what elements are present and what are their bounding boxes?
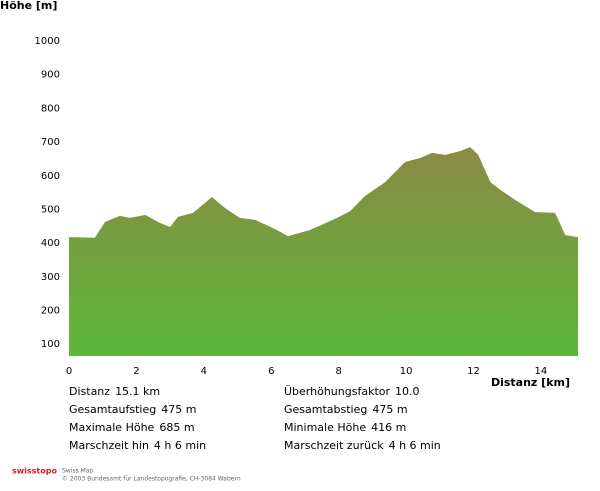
stat-value: 685 m xyxy=(159,421,194,434)
stat: Distanz 15.1 km xyxy=(69,385,160,398)
y-tick-label: 800 xyxy=(41,103,60,114)
stat-label: Gesamtabstieg xyxy=(284,403,367,416)
stat-value: 416 m xyxy=(371,421,406,434)
elevation-area xyxy=(69,147,578,356)
stat-label: Marschzeit zurück xyxy=(284,439,384,452)
x-tick-label: 14 xyxy=(535,366,548,377)
stat: Minimale Höhe 416 m xyxy=(284,421,406,434)
y-axis-label: Höhe [m] xyxy=(0,0,57,12)
y-tick-label: 100 xyxy=(41,339,60,350)
stat-value: 4 h 6 min xyxy=(389,439,441,452)
y-tick-label: 600 xyxy=(41,171,60,182)
y-tick-label: 1000 xyxy=(35,36,60,47)
stat-value: 10.0 xyxy=(395,385,420,398)
stat-value: 15.1 km xyxy=(115,385,160,398)
stat-label: Überhöhungsfaktor xyxy=(284,385,390,398)
x-tick-label: 12 xyxy=(467,366,480,377)
x-tick-label: 4 xyxy=(201,366,207,377)
y-tick-label: 900 xyxy=(41,70,60,81)
stat-label: Marschzeit hin xyxy=(69,439,149,452)
stat-value: 475 m xyxy=(372,403,407,416)
y-tick-label: 500 xyxy=(41,204,60,215)
stat: Marschzeit zurück 4 h 6 min xyxy=(284,439,441,452)
stat-label: Gesamtaufstieg xyxy=(69,403,156,416)
stat: Überhöhungsfaktor 10.0 xyxy=(284,385,420,398)
y-tick-label: 200 xyxy=(41,306,60,317)
x-tick-label: 10 xyxy=(400,366,413,377)
x-axis-label: Distanz [km] xyxy=(491,376,570,389)
footer-text: © 2003 Bundesamt für Landestopografie, C… xyxy=(62,476,241,483)
x-tick-label: 8 xyxy=(335,366,341,377)
stat-label: Distanz xyxy=(69,385,110,398)
stat-value: 4 h 6 min xyxy=(154,439,206,452)
stat-value: 475 m xyxy=(161,403,196,416)
stat: Maximale Höhe 685 m xyxy=(69,421,195,434)
logo: swisstopo xyxy=(12,467,57,476)
stat: Gesamtaufstieg 475 m xyxy=(69,403,196,416)
x-tick-label: 6 xyxy=(268,366,274,377)
x-tick-label: 0 xyxy=(66,366,72,377)
stat: Marschzeit hin 4 h 6 min xyxy=(69,439,206,452)
stat-label: Maximale Höhe xyxy=(69,421,155,434)
y-tick-label: 400 xyxy=(41,238,60,249)
stat-label: Minimale Höhe xyxy=(284,421,366,434)
stat: Gesamtabstieg 475 m xyxy=(284,403,408,416)
footer-text: Swiss Map xyxy=(62,468,93,475)
y-tick-label: 300 xyxy=(41,272,60,283)
y-tick-label: 700 xyxy=(41,137,60,148)
x-tick-label: 2 xyxy=(133,366,139,377)
